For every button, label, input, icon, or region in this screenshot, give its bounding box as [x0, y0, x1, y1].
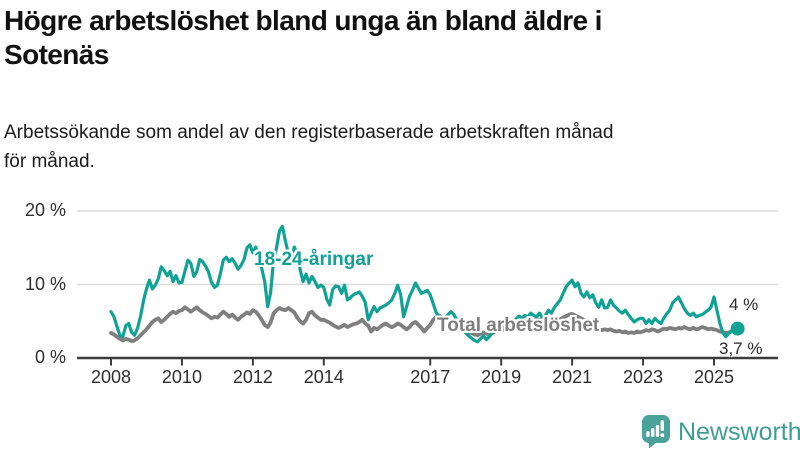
- series-line-youth: [109, 224, 740, 344]
- x-tick-label: 2023: [623, 367, 664, 387]
- series-label-total: Total arbetslöshet: [437, 315, 600, 336]
- x-tick-label: 2019: [481, 367, 522, 387]
- x-tick-label: 2010: [161, 367, 202, 387]
- x-tick-label: 2017: [410, 367, 451, 387]
- subtitle-line-2: för månad.: [4, 151, 95, 172]
- x-tick-label: 2008: [90, 367, 132, 387]
- x-tick-label: 2025: [693, 367, 735, 387]
- y-tick-label: 10 %: [24, 273, 66, 294]
- title-line-1: Högre arbetslöshet bland unga än bland ä…: [4, 5, 602, 36]
- chart-subtitle: Arbetssökande som andel av den registerb…: [4, 118, 790, 176]
- newsworthy-brand: Newsworthy: [640, 413, 800, 449]
- series-line-total: [109, 305, 740, 344]
- newsworthy-logo-icon: [642, 415, 670, 449]
- end-value-total: 3,7 %: [719, 339, 763, 358]
- newsworthy-wordmark: Newsworthy: [678, 418, 800, 446]
- y-tick-label: 20 %: [24, 200, 66, 220]
- end-value-youth: 4 %: [729, 295, 759, 314]
- x-tick-label: 2012: [232, 367, 273, 387]
- title-line-2: Sotenäs: [4, 39, 109, 70]
- y-tick-label: 0 %: [34, 347, 66, 367]
- subtitle-line-1: Arbetssökande som andel av den registerb…: [4, 122, 614, 143]
- x-tick-label: 2021: [552, 367, 593, 387]
- page-title: Högre arbetslöshet bland unga än bland ä…: [4, 4, 790, 72]
- series-label-youth: 18-24-åringar: [254, 249, 374, 270]
- latest-value-dot: [730, 321, 745, 336]
- x-tick-label: 2014: [303, 367, 344, 387]
